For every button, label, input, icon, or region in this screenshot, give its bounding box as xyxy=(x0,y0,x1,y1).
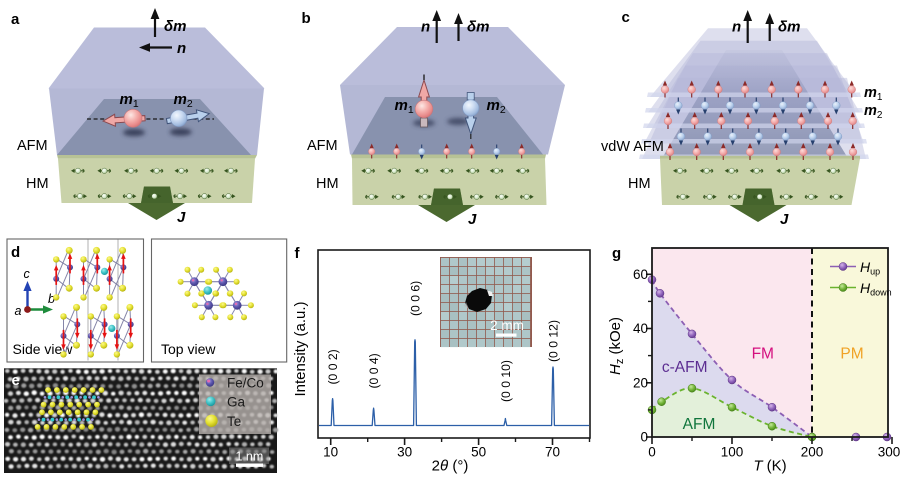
svg-text:100: 100 xyxy=(721,445,744,460)
svg-text:(0 0 2): (0 0 2) xyxy=(326,349,340,384)
svg-text:(0 0 4): (0 0 4) xyxy=(367,353,381,388)
svg-text:0: 0 xyxy=(640,430,648,445)
svg-text:d: d xyxy=(11,244,20,261)
svg-text:HM: HM xyxy=(316,176,339,192)
svg-text:300: 300 xyxy=(878,445,900,460)
svg-text:HM: HM xyxy=(628,176,651,192)
svg-text:b: b xyxy=(302,10,311,27)
svg-text:2θ (°): 2θ (°) xyxy=(432,458,469,475)
svg-text:T (K): T (K) xyxy=(753,458,786,475)
svg-text:n: n xyxy=(421,19,430,36)
svg-text:HM: HM xyxy=(26,176,49,192)
svg-text:Te: Te xyxy=(227,414,241,429)
svg-text:c: c xyxy=(622,9,630,26)
svg-text:δm: δm xyxy=(778,19,801,36)
svg-text:Intensity (a.u.): Intensity (a.u.) xyxy=(292,301,309,396)
svg-text:1 nm: 1 nm xyxy=(236,450,264,464)
svg-text:(0 0 10): (0 0 10) xyxy=(499,360,513,402)
svg-text:Hup: Hup xyxy=(860,259,880,277)
svg-text:30: 30 xyxy=(397,445,412,460)
svg-text:10: 10 xyxy=(323,445,338,460)
svg-text:20: 20 xyxy=(633,376,648,391)
svg-text:Side view: Side view xyxy=(13,341,74,357)
svg-text:J: J xyxy=(177,209,186,226)
svg-text:m2: m2 xyxy=(174,91,193,110)
svg-text:m1: m1 xyxy=(120,91,139,110)
svg-text:n: n xyxy=(732,19,741,36)
svg-text:2 mm: 2 mm xyxy=(490,318,524,333)
svg-text:J: J xyxy=(780,211,789,228)
svg-text:vdW AFM: vdW AFM xyxy=(601,139,664,155)
svg-text:δm: δm xyxy=(467,19,490,36)
svg-text:m2: m2 xyxy=(864,103,883,121)
svg-text:50: 50 xyxy=(471,445,486,460)
svg-text:AFM: AFM xyxy=(683,416,716,433)
svg-text:60: 60 xyxy=(633,267,648,282)
svg-text:(0 0 6): (0 0 6) xyxy=(409,281,423,316)
svg-text:m2: m2 xyxy=(487,97,506,116)
svg-text:n: n xyxy=(177,40,186,57)
svg-text:J: J xyxy=(468,211,477,228)
svg-text:(0 0 12): (0 0 12) xyxy=(547,320,561,362)
svg-text:c-AFM: c-AFM xyxy=(662,359,708,376)
svg-text:40: 40 xyxy=(633,321,648,336)
svg-text:200: 200 xyxy=(801,445,824,460)
svg-text:FM: FM xyxy=(752,346,774,363)
svg-text:b: b xyxy=(48,292,55,306)
svg-text:Fe/Co: Fe/Co xyxy=(227,376,264,391)
svg-text:f: f xyxy=(295,245,301,262)
svg-text:m1: m1 xyxy=(864,85,883,103)
svg-text:Hz (kOe): Hz (kOe) xyxy=(607,317,626,375)
svg-text:0: 0 xyxy=(648,445,656,460)
svg-text:Hdown: Hdown xyxy=(860,280,892,298)
svg-text:δm: δm xyxy=(164,18,187,35)
svg-text:m1: m1 xyxy=(395,97,414,116)
svg-text:AFM: AFM xyxy=(307,138,338,154)
svg-text:Ga: Ga xyxy=(227,395,246,410)
svg-text:g: g xyxy=(612,245,621,262)
svg-text:70: 70 xyxy=(545,445,560,460)
svg-text:a: a xyxy=(15,304,22,318)
svg-text:c: c xyxy=(24,267,31,281)
svg-text:Top view: Top view xyxy=(161,341,216,357)
svg-text:AFM: AFM xyxy=(17,138,48,154)
svg-text:a: a xyxy=(11,11,20,28)
svg-text:PM: PM xyxy=(840,346,863,363)
svg-text:e: e xyxy=(12,372,20,389)
